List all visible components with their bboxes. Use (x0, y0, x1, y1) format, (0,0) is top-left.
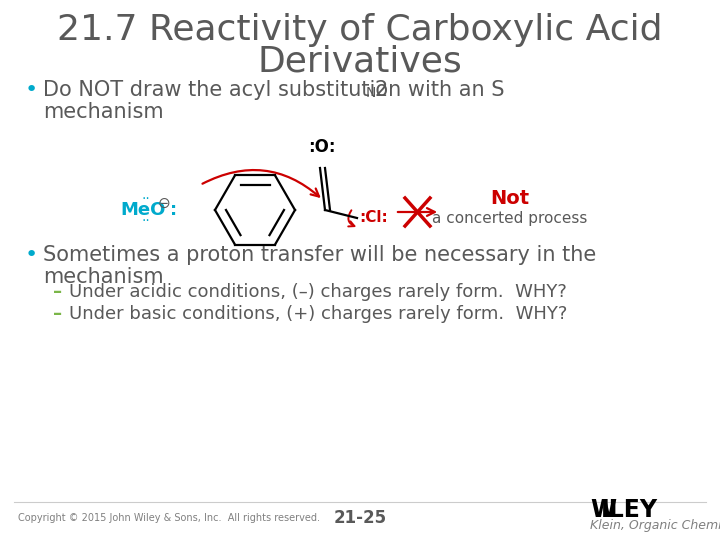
Text: ··: ·· (142, 214, 150, 228)
Text: mechanism: mechanism (43, 102, 163, 122)
Text: :O:: :O: (308, 138, 336, 156)
Text: ··: ·· (142, 192, 150, 206)
Text: a concerted process: a concerted process (432, 211, 588, 226)
Text: N: N (366, 86, 377, 100)
Text: Under acidic conditions, (–) charges rarely form.  WHY?: Under acidic conditions, (–) charges rar… (69, 283, 567, 301)
Text: –: – (53, 283, 62, 301)
Text: ⊖: ⊖ (158, 195, 171, 211)
Text: •: • (25, 80, 38, 100)
Text: 21.7 Reactivity of Carboxylic Acid: 21.7 Reactivity of Carboxylic Acid (58, 13, 662, 47)
Text: Under basic conditions, (+) charges rarely form.  WHY?: Under basic conditions, (+) charges rare… (69, 305, 567, 323)
Text: Derivatives: Derivatives (258, 45, 462, 79)
Text: Do NOT draw the acyl substitution with an S: Do NOT draw the acyl substitution with a… (43, 80, 505, 100)
FancyArrowPatch shape (202, 170, 319, 197)
Text: Copyright © 2015 John Wiley & Sons, Inc.  All rights reserved.: Copyright © 2015 John Wiley & Sons, Inc.… (18, 513, 320, 523)
Text: 21-25: 21-25 (333, 509, 387, 527)
Text: –: – (53, 305, 62, 323)
Text: Klein, Organic Chemistry 2e: Klein, Organic Chemistry 2e (590, 519, 720, 532)
Text: :Cl:: :Cl: (359, 211, 388, 226)
Text: Sometimes a proton transfer will be necessary in the: Sometimes a proton transfer will be nece… (43, 245, 596, 265)
Text: ILEY: ILEY (601, 498, 658, 522)
Text: •: • (25, 245, 38, 265)
Text: MeO: MeO (120, 201, 166, 219)
Text: W: W (590, 498, 616, 522)
Text: :: : (170, 201, 177, 219)
FancyArrowPatch shape (348, 210, 354, 226)
Text: mechanism: mechanism (43, 267, 163, 287)
Text: 2: 2 (375, 80, 388, 100)
Text: Not: Not (490, 188, 530, 207)
